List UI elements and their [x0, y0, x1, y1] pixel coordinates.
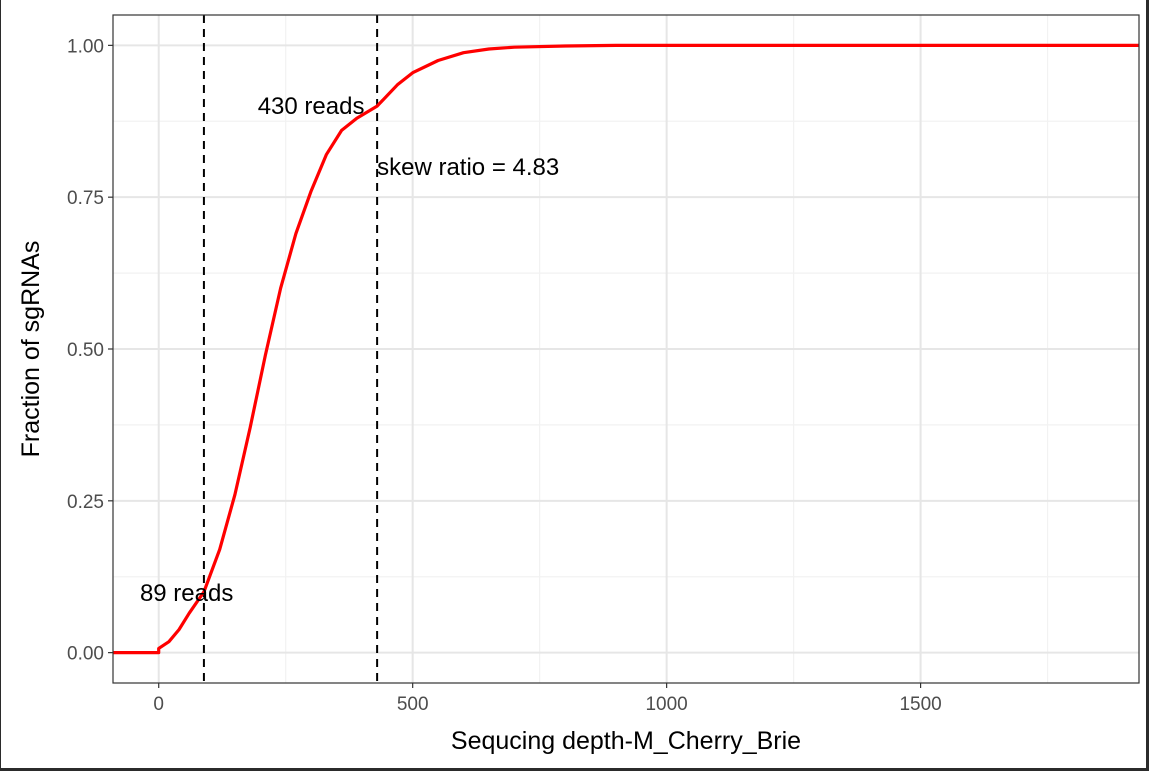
x-axis-label: Sequcing depth-M_Cherry_Brie: [451, 727, 801, 755]
y-tick-label: 0.25: [67, 492, 104, 513]
annotation-layer: 89 reads 430 reads skew ratio = 4.83: [140, 93, 559, 607]
x-tick-label: 1000: [645, 694, 687, 715]
y-tick-label: 0.00: [67, 644, 104, 665]
y-tick-label: 0.50: [67, 340, 104, 361]
annotation-label: 89 reads: [140, 580, 233, 607]
x-tick-label: 0: [153, 694, 164, 715]
annotation-label: skew ratio = 4.83: [377, 154, 559, 181]
series-layer: [113, 43, 1139, 655]
cdf-curve: [113, 43, 1139, 655]
x-tick-label: 1500: [899, 694, 941, 715]
y-tick-label: 0.75: [67, 188, 104, 209]
y-axis-label: Fraction of sgRNAs: [17, 241, 45, 458]
annotation-label: 430 reads: [258, 93, 365, 120]
axis-layer: 0 500 1000 1500 0.00 0.25 0.50 0.75 1.00: [67, 36, 942, 715]
x-tick-label: 500: [397, 694, 429, 715]
y-tick-label: 1.00: [67, 36, 104, 57]
